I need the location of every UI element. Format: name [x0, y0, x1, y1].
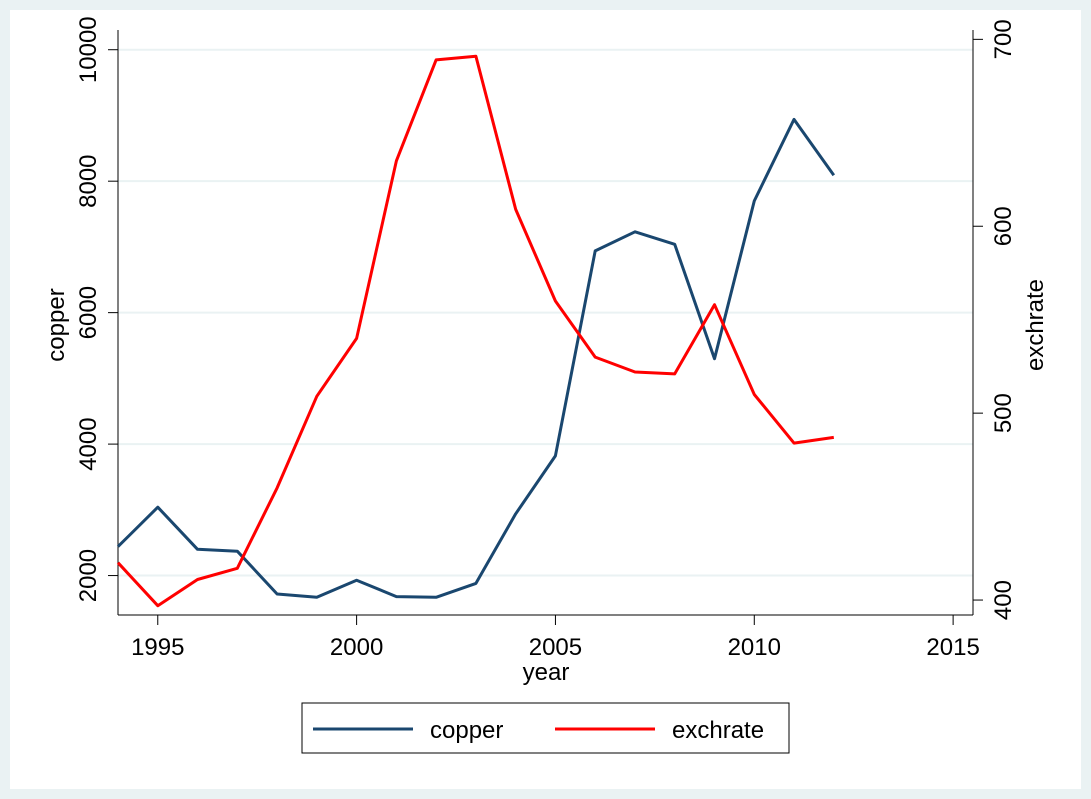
plot-area	[118, 30, 973, 615]
x-axis-title: year	[523, 659, 570, 686]
right-axis-ticks: 400 500 600 700	[973, 19, 1017, 620]
y-right-tick-label: 400	[990, 580, 1017, 620]
x-tick-label: 2000	[330, 634, 383, 661]
y-left-tick-label: 8000	[75, 154, 102, 207]
left-axis-ticks: 2000 4000 6000 8000 10000	[75, 16, 118, 602]
y-left-tick-label: 2000	[75, 549, 102, 602]
x-tick-label: 2015	[926, 634, 979, 661]
y-left-tick-label: 10000	[75, 16, 102, 83]
x-tick-label: 1995	[131, 634, 184, 661]
y-axis-title-left: copper	[43, 288, 70, 361]
y-left-tick-label: 6000	[75, 286, 102, 339]
y-right-tick-label: 600	[990, 206, 1017, 246]
series-line-exchrate	[116, 54, 835, 608]
y-right-tick-label: 500	[990, 393, 1017, 433]
legend: copper exchrate	[301, 702, 790, 754]
x-tick-label: 2010	[728, 634, 781, 661]
legend-label-exchrate: exchrate	[672, 717, 764, 744]
series-layer	[116, 54, 836, 608]
legend-label-copper: copper	[430, 717, 503, 744]
x-axis-ticks: 1995 2000 2005 2010 2015	[131, 615, 980, 661]
x-tick-label: 2005	[529, 634, 582, 661]
y-axis-title-right: exchrate	[1022, 279, 1049, 371]
y-left-tick-label: 4000	[75, 417, 102, 470]
series-line-copper	[116, 117, 836, 599]
y-right-tick-label: 700	[990, 19, 1017, 59]
